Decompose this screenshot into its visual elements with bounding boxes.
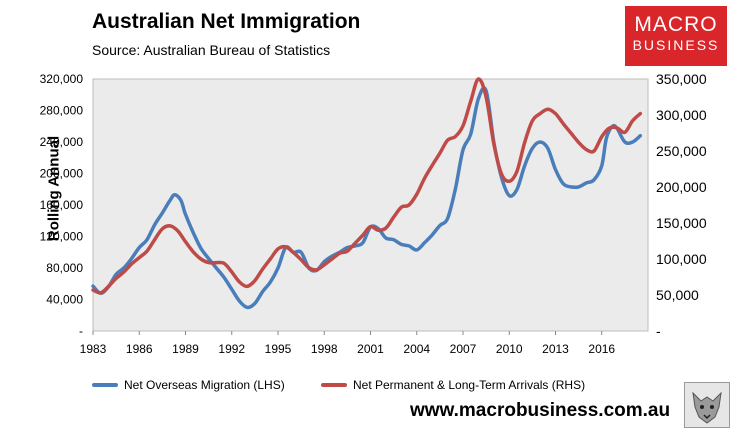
- x-tick-label: 1989: [172, 342, 199, 356]
- chart-title: Australian Net Immigration: [92, 10, 361, 33]
- left-tick-label: 40,000: [46, 293, 83, 307]
- x-tick-label: 1995: [265, 342, 292, 356]
- right-tick-label: -: [656, 323, 661, 339]
- logo-line-1: MACRO: [634, 13, 718, 36]
- left-tick-label: 320,000: [40, 72, 84, 86]
- legend-swatch-rhs: [321, 383, 347, 387]
- left-tick-label: 280,000: [40, 104, 84, 118]
- x-tick-label: 2010: [496, 342, 523, 356]
- legend-label-lhs: Net Overseas Migration (LHS): [124, 378, 285, 392]
- left-tick-label: 240,000: [40, 135, 84, 149]
- legend-item-lhs: Net Overseas Migration (LHS): [92, 378, 285, 392]
- right-tick-label: 300,000: [656, 107, 707, 123]
- x-tick-label: 2013: [542, 342, 569, 356]
- x-tick-label: 1986: [126, 342, 153, 356]
- legend-label-rhs: Net Permanent & Long-Term Arrivals (RHS): [353, 378, 586, 392]
- x-tick-label: 2016: [588, 342, 615, 356]
- legend-item-rhs: Net Permanent & Long-Term Arrivals (RHS): [321, 378, 585, 392]
- right-tick-label: 50,000: [656, 287, 699, 303]
- logo-line-2: BUSINESS: [632, 37, 720, 53]
- plot-area: [92, 78, 649, 332]
- x-tick-label: 1983: [80, 342, 107, 356]
- right-tick-label: 200,000: [656, 179, 707, 195]
- x-tick-label: 2001: [357, 342, 384, 356]
- series-line-net-overseas-migration: [91, 86, 643, 310]
- left-tick-label: 200,000: [40, 167, 84, 181]
- x-tick-label: 1998: [311, 342, 338, 356]
- x-tick-label: 2007: [450, 342, 477, 356]
- left-tick-label: 80,000: [46, 261, 83, 275]
- left-tick-label: 160,000: [40, 198, 84, 212]
- series-line-net-permanent-arrivals: [91, 77, 643, 295]
- left-tick-label: 120,000: [40, 230, 84, 244]
- x-tick-label: 1992: [218, 342, 245, 356]
- chart-source: Source: Australian Bureau of Statistics: [92, 42, 331, 58]
- right-tick-label: 150,000: [656, 215, 707, 231]
- right-tick-label: 250,000: [656, 143, 707, 159]
- legend-swatch-lhs: [92, 383, 118, 387]
- x-tick-label: 2004: [403, 342, 430, 356]
- macrobusiness-logo: MACRO BUSINESS: [625, 6, 727, 66]
- left-tick-label: -: [79, 324, 83, 338]
- wolf-logo-icon: [684, 382, 730, 428]
- right-tick-label: 350,000: [656, 71, 707, 87]
- right-tick-label: 100,000: [656, 251, 707, 267]
- website-url: www.macrobusiness.com.au: [410, 400, 671, 421]
